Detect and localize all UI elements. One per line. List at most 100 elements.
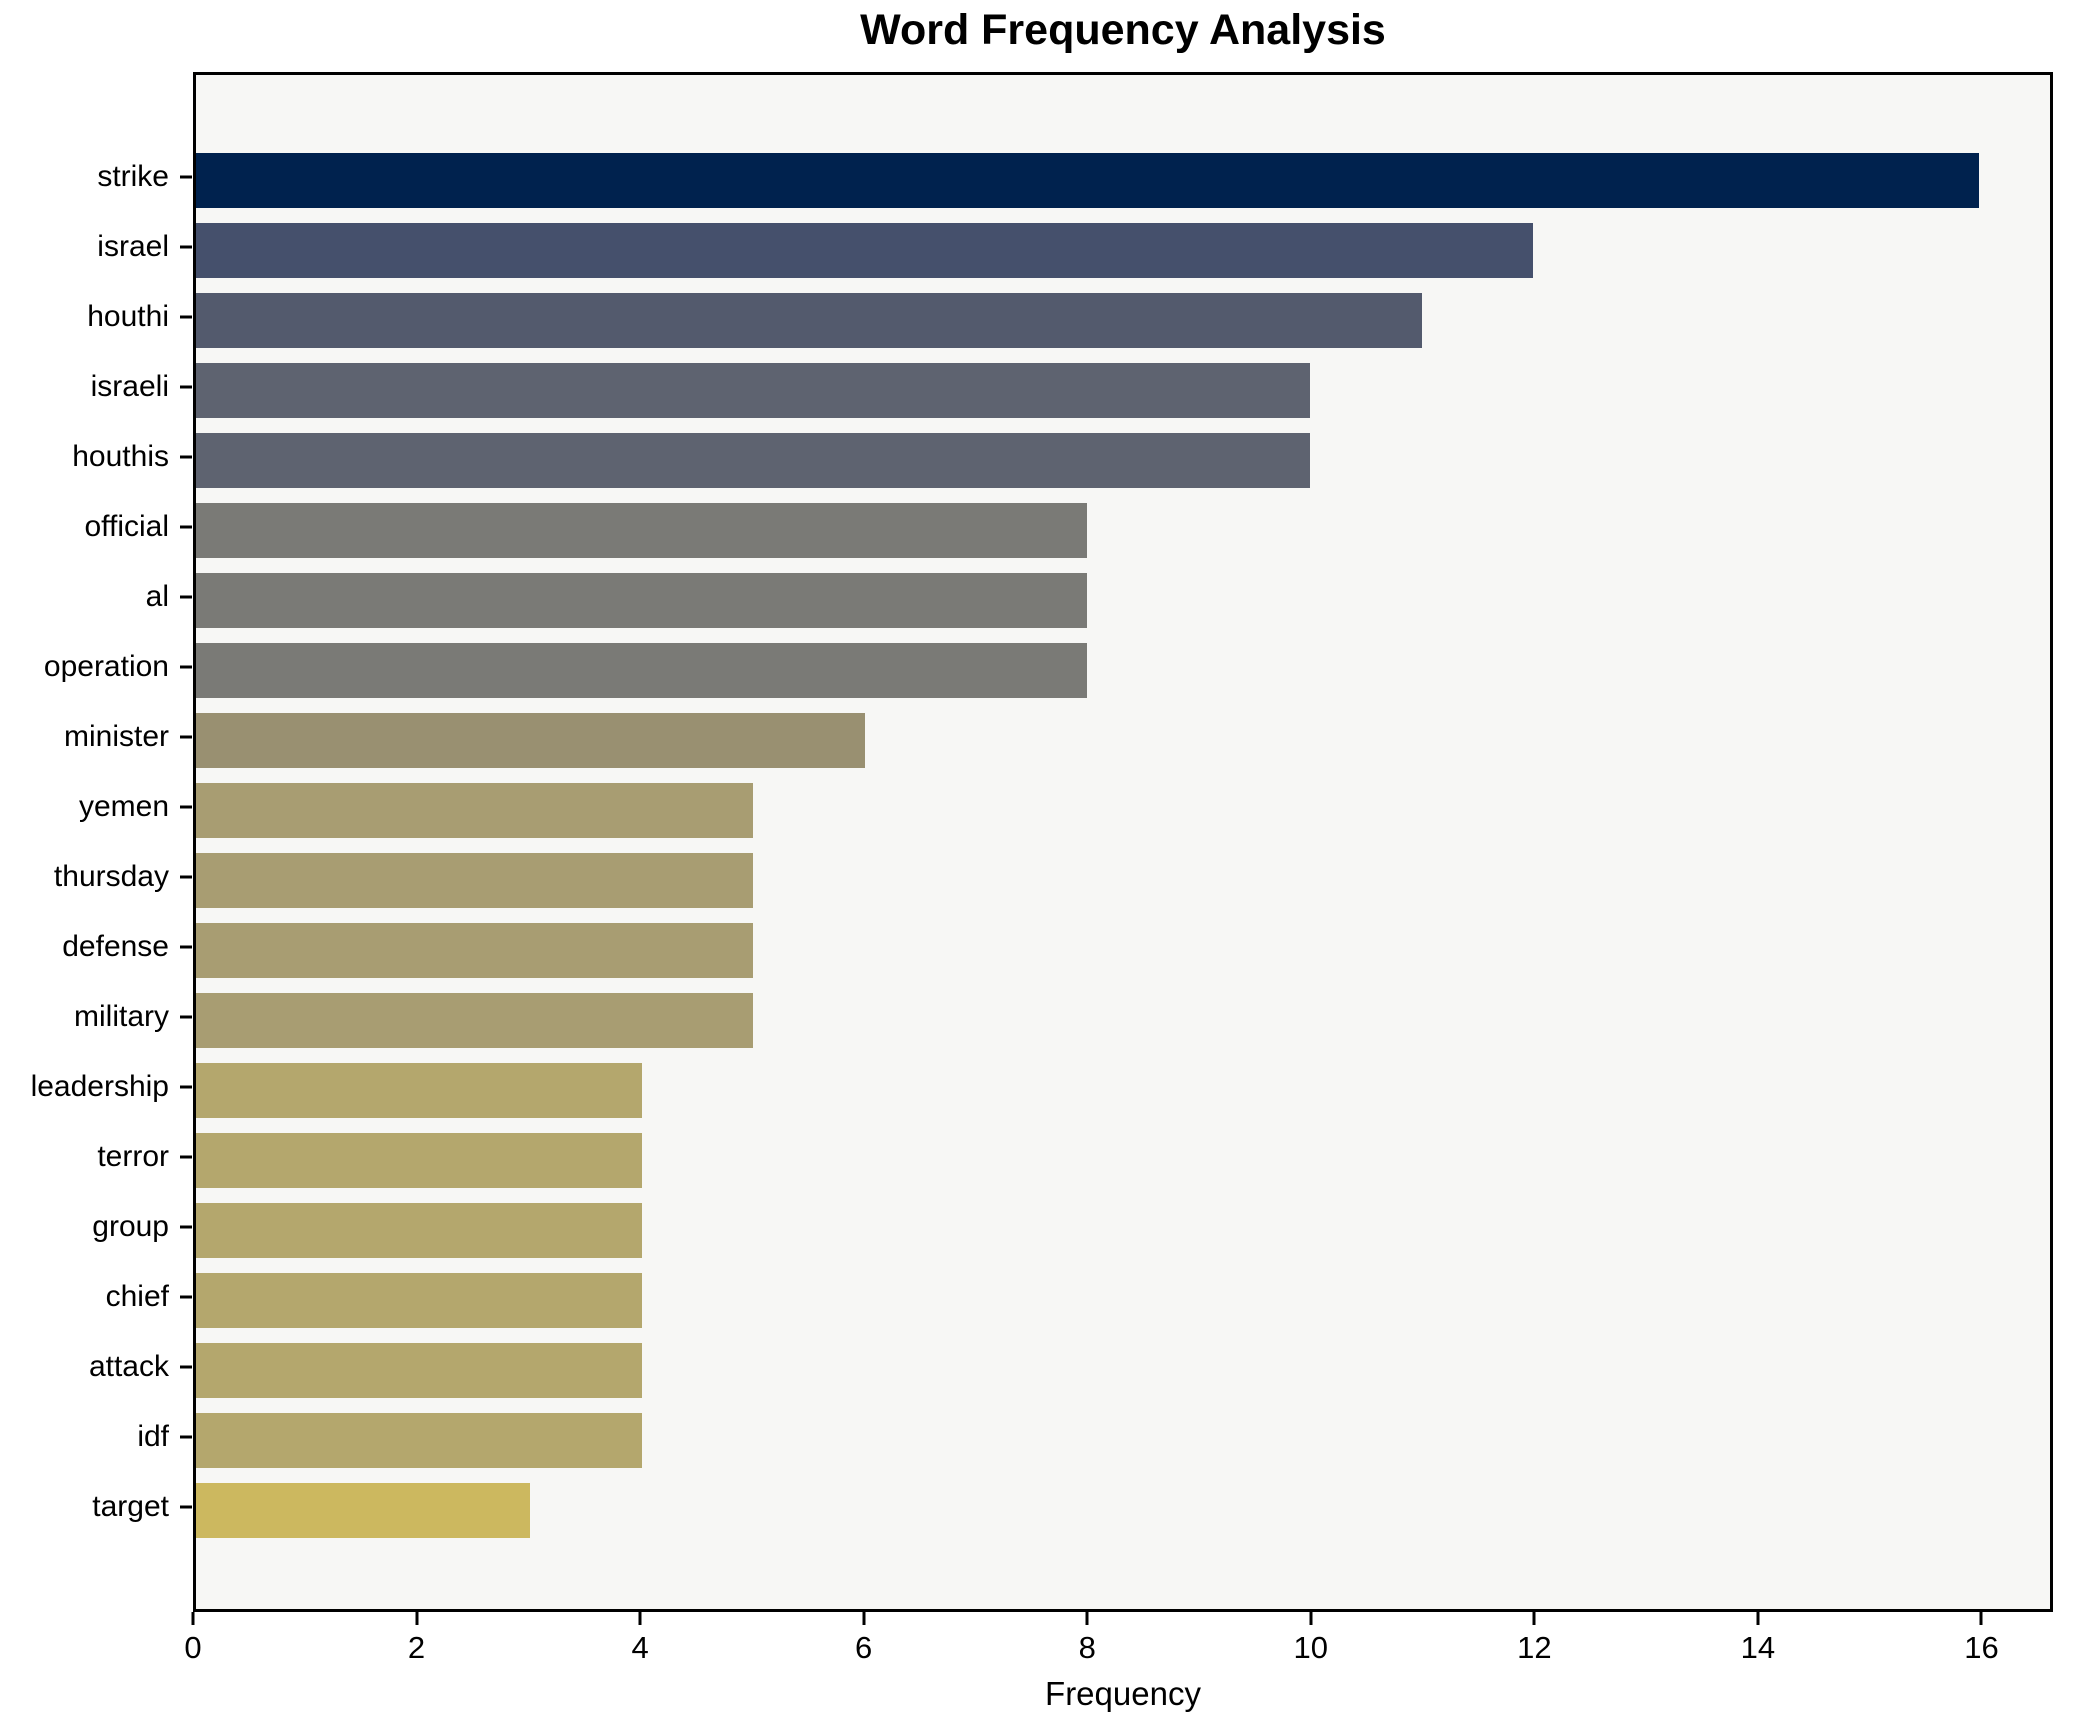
y-tick-label: terror [97,1140,169,1173]
bar-row [196,425,2050,495]
x-tick [1309,1612,1313,1625]
bar-al [196,572,1088,628]
bar-row [196,1405,2050,1475]
y-tick [180,805,192,809]
bar-idf [196,1412,642,1468]
bar-strike [196,152,1979,208]
x-tick [1532,1612,1536,1625]
y-tick [180,1295,192,1299]
x-tick [862,1612,866,1625]
bar-israel [196,222,1534,278]
x-tick [191,1612,195,1625]
bar-official [196,502,1088,558]
y-tick [180,595,192,599]
bar-row [196,215,2050,285]
y-tick [180,1435,192,1439]
bar-row [196,1125,2050,1195]
y-tick-label: attack [88,1350,169,1383]
bar-minister [196,712,865,768]
y-tick [180,735,192,739]
bar-attack [196,1342,642,1398]
y-tick [180,315,192,319]
x-axis-label: Frequency [1045,1675,1201,1712]
y-tick-label: israel [97,230,169,263]
y-tick [180,875,192,879]
y-tick-label: israeli [90,370,169,403]
bar-row [196,1265,2050,1335]
x-tick-label: 4 [631,1630,649,1665]
y-tick-label: thursday [53,860,169,893]
bar-yemen [196,782,754,838]
bar-row [196,775,2050,845]
bar-target [196,1482,531,1538]
y-tick-label: minister [63,720,169,753]
y-tick [180,175,192,179]
bar-israeli [196,362,1311,418]
y-tick-label: official [84,510,170,543]
y-tick [180,665,192,669]
y-tick-label: target [92,1490,169,1523]
y-tick-label: houthi [87,300,169,333]
bar-row [196,285,2050,355]
bar-row [196,845,2050,915]
x-tick-label: 10 [1293,1630,1329,1665]
y-tick [180,385,192,389]
bar-row [196,1055,2050,1125]
y-tick [180,245,192,249]
plot-area [193,72,2053,1612]
y-tick-label: al [145,580,169,613]
x-tick-label: 2 [407,1630,426,1665]
y-tick-label: chief [105,1280,169,1313]
y-tick [180,1365,192,1369]
y-tick-label: houthis [72,440,169,473]
x-tick-label: 16 [1964,1630,1999,1665]
y-tick [180,455,192,459]
x-tick [1979,1612,1983,1625]
bar-leadership [196,1062,642,1118]
bar-row [196,705,2050,775]
bar-military [196,992,754,1048]
x-tick-label: 8 [1078,1630,1096,1665]
y-tick [180,1505,192,1509]
y-tick-label: operation [43,650,169,683]
x-tick [415,1612,419,1625]
y-tick [180,1225,192,1229]
y-tick-label: leadership [30,1070,169,1103]
y-tick-label: strike [97,160,169,193]
bar-houthi [196,292,1422,348]
y-tick-label: military [74,1000,169,1033]
x-tick-label: 0 [184,1630,202,1665]
bar-group [196,1202,642,1258]
y-tick [180,525,192,529]
y-tick [180,945,192,949]
bar-row [196,915,2050,985]
y-tick-label: yemen [78,790,169,823]
bar-row [196,1335,2050,1405]
bar-row [196,985,2050,1055]
x-tick-label: 12 [1517,1630,1552,1665]
y-tick [180,1085,192,1089]
y-tick [180,1155,192,1159]
x-tick [1085,1612,1089,1625]
bar-row [196,495,2050,565]
x-tick [1756,1612,1760,1625]
x-tick-label: 6 [855,1630,873,1665]
bar-defense [196,922,754,978]
bar-terror [196,1132,642,1188]
y-tick [180,1015,192,1019]
bar-thursday [196,852,754,908]
bar-row [196,635,2050,705]
x-tick-label: 14 [1740,1630,1776,1665]
x-tick [638,1612,642,1625]
bar-houthis [196,432,1311,488]
bar-row [196,355,2050,425]
bar-row [196,145,2050,215]
y-tick-label: idf [137,1420,169,1453]
bar-chief [196,1272,642,1328]
bar-operation [196,642,1088,698]
chart-title: Word Frequency Analysis [860,6,1386,54]
bar-row [196,565,2050,635]
bar-row [196,1475,2050,1545]
y-tick-label: group [92,1210,169,1243]
